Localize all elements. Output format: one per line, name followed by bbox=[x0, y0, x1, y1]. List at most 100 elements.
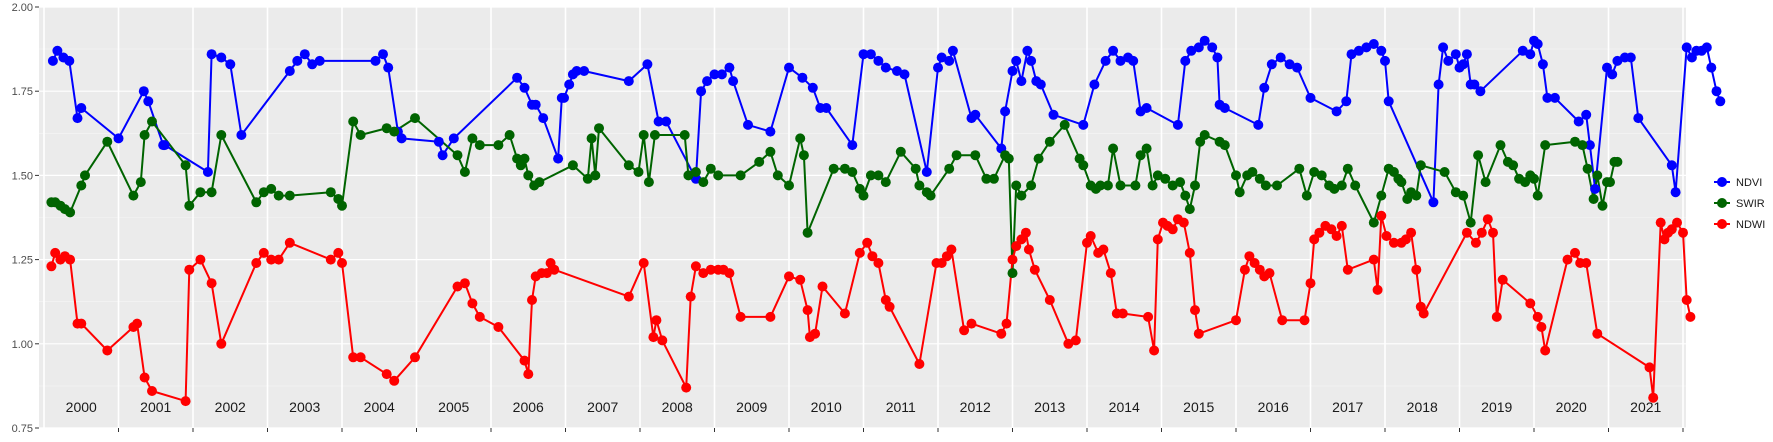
data-point-ndwi bbox=[1536, 322, 1547, 332]
data-point-ndwi bbox=[1570, 247, 1580, 258]
data-point-ndvi bbox=[728, 76, 739, 87]
data-point-ndwi bbox=[1376, 210, 1387, 221]
data-point-ndvi bbox=[206, 49, 217, 60]
data-point-ndvi bbox=[530, 99, 541, 110]
year-label: 2016 bbox=[1258, 399, 1289, 415]
data-point-swir bbox=[519, 153, 530, 164]
data-point-swir bbox=[705, 163, 716, 174]
data-point-ndwi bbox=[1152, 234, 1163, 245]
data-point-ndvi bbox=[1542, 92, 1553, 103]
data-point-swir bbox=[1532, 190, 1543, 201]
data-point-swir bbox=[567, 160, 578, 171]
legend-label: NDWI bbox=[1736, 219, 1765, 231]
data-point-swir bbox=[467, 133, 478, 144]
data-point-ndvi bbox=[1199, 35, 1210, 46]
data-point-ndvi bbox=[797, 72, 808, 83]
data-point-swir bbox=[1234, 187, 1245, 198]
data-point-ndwi bbox=[325, 254, 336, 265]
data-point-swir bbox=[1044, 136, 1055, 147]
data-point-swir bbox=[184, 200, 195, 211]
data-point-ndwi bbox=[1029, 264, 1040, 275]
data-point-swir bbox=[735, 170, 746, 181]
data-point-swir bbox=[1095, 180, 1106, 191]
year-label: 2003 bbox=[289, 399, 320, 415]
data-point-ndwi bbox=[410, 352, 420, 363]
data-point-ndvi bbox=[1353, 45, 1364, 56]
data-point-ndvi bbox=[1219, 103, 1230, 113]
data-point-ndwi bbox=[1418, 308, 1429, 319]
data-point-swir bbox=[325, 187, 336, 198]
legend-label: NDVI bbox=[1736, 177, 1762, 189]
data-point-ndwi bbox=[180, 396, 191, 407]
data-point-ndwi bbox=[648, 332, 659, 343]
data-point-swir bbox=[873, 170, 884, 181]
data-point-ndwi bbox=[206, 278, 217, 289]
data-point-swir bbox=[970, 150, 981, 161]
data-point-swir bbox=[1294, 163, 1305, 174]
data-point-swir bbox=[847, 167, 858, 177]
data-point-ndvi bbox=[1428, 197, 1439, 208]
data-point-swir bbox=[206, 187, 217, 198]
data-point-ndwi bbox=[623, 291, 634, 302]
data-point-ndwi bbox=[839, 308, 850, 319]
data-point-swir bbox=[1480, 177, 1491, 188]
data-point-ndvi bbox=[1292, 62, 1303, 73]
series-layer bbox=[46, 35, 1726, 407]
data-point-ndwi bbox=[795, 274, 806, 285]
data-point-ndwi bbox=[1007, 254, 1018, 265]
data-point-ndwi bbox=[873, 258, 884, 268]
data-point-ndvi bbox=[113, 133, 124, 144]
data-point-ndwi bbox=[147, 386, 157, 396]
data-point-swir bbox=[273, 190, 284, 201]
data-point-swir bbox=[195, 187, 206, 198]
data-point-swir bbox=[1329, 183, 1340, 194]
data-point-swir bbox=[1026, 180, 1037, 191]
data-point-swir bbox=[858, 190, 869, 201]
data-point-ndwi bbox=[765, 311, 776, 322]
data-point-ndvi bbox=[76, 103, 87, 113]
data-point-ndwi bbox=[914, 359, 925, 369]
data-point-ndvi bbox=[807, 82, 818, 93]
data-point-ndvi bbox=[52, 45, 63, 56]
data-point-swir bbox=[1396, 177, 1407, 188]
data-point-ndwi bbox=[685, 291, 696, 302]
data-point-swir bbox=[1160, 173, 1171, 184]
data-point-ndwi bbox=[549, 264, 560, 275]
data-point-ndwi bbox=[1299, 315, 1310, 326]
data-point-ndvi bbox=[1517, 45, 1528, 56]
data-point-ndwi bbox=[1581, 258, 1592, 268]
data-point-ndvi bbox=[1450, 49, 1461, 60]
year-label: 2014 bbox=[1109, 399, 1140, 415]
data-point-ndwi bbox=[1331, 231, 1342, 241]
year-label: 2001 bbox=[140, 399, 171, 415]
data-point-ndvi bbox=[1633, 113, 1644, 124]
year-label: 2015 bbox=[1183, 399, 1214, 415]
data-point-ndvi bbox=[292, 55, 303, 66]
data-point-swir bbox=[1108, 143, 1119, 154]
data-point-ndwi bbox=[1143, 311, 1154, 322]
data-point-swir bbox=[1309, 167, 1320, 177]
data-point-ndwi bbox=[1044, 295, 1055, 305]
data-point-swir bbox=[698, 177, 709, 188]
legend-key-point bbox=[1717, 198, 1727, 208]
data-point-swir bbox=[180, 160, 191, 171]
data-point-ndwi bbox=[1655, 217, 1666, 228]
data-point-swir bbox=[623, 160, 634, 171]
data-point-ndwi bbox=[184, 264, 195, 275]
data-point-ndwi bbox=[132, 318, 143, 329]
data-point-swir bbox=[765, 146, 776, 157]
data-point-ndvi bbox=[1078, 119, 1089, 130]
data-point-ndwi bbox=[1411, 264, 1422, 275]
data-point-ndwi bbox=[1381, 231, 1392, 241]
data-point-ndwi bbox=[735, 311, 746, 322]
data-point-ndvi bbox=[1612, 55, 1623, 66]
data-point-ndvi bbox=[873, 55, 884, 66]
data-point-swir bbox=[754, 156, 765, 167]
data-point-ndwi bbox=[1149, 345, 1160, 356]
data-point-ndvi bbox=[1341, 96, 1352, 107]
data-point-swir bbox=[1003, 153, 1014, 164]
data-point-swir bbox=[772, 170, 783, 181]
data-point-swir bbox=[679, 130, 690, 140]
data-point-swir bbox=[410, 113, 420, 124]
data-point-swir bbox=[355, 130, 366, 140]
